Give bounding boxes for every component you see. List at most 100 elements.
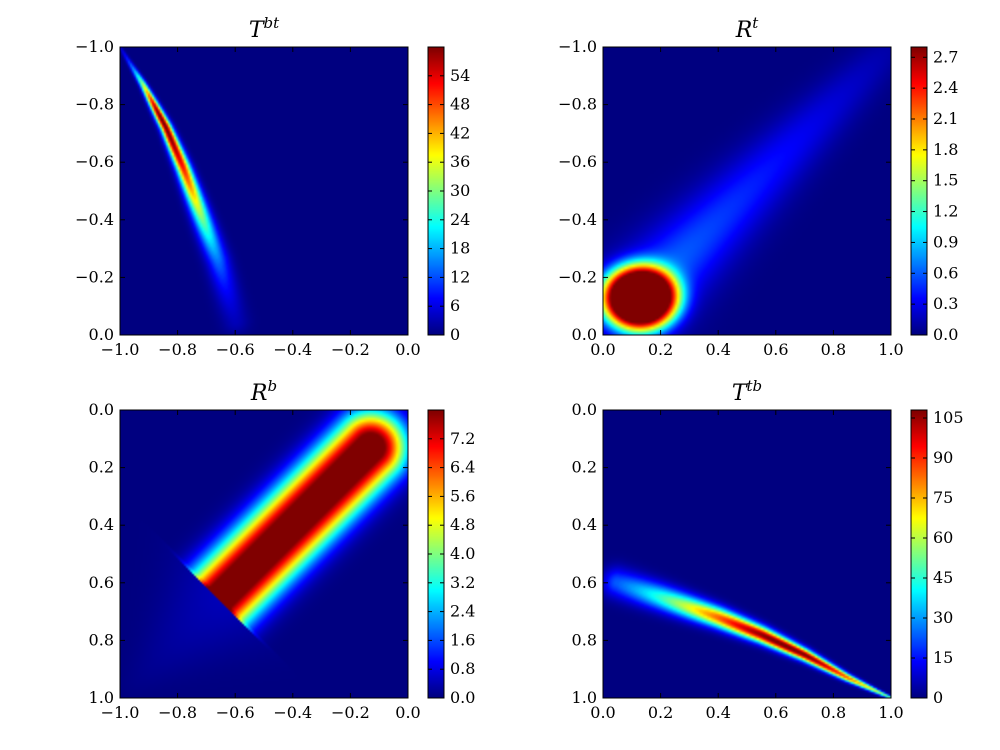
- title-base: T: [732, 381, 749, 406]
- y-tick-label: −0.4: [75, 210, 114, 229]
- colorbar-tick-label: 0.0: [450, 688, 475, 707]
- plot-frame: [602, 409, 892, 699]
- colorbar-tick-label: 0: [450, 325, 460, 344]
- subplot-title: Tbt: [249, 14, 280, 43]
- x-tick-label: 0.0: [590, 703, 615, 722]
- colorbar-tick-label: 0.0: [933, 325, 958, 344]
- colorbar-tick-label: 45: [933, 568, 953, 587]
- colorbar: 0.0 0.3 0.6 0.9 1.2 1.5 1.8 2.1 2.4 2.7: [910, 46, 958, 344]
- colorbar-tick-label: 6.4: [450, 458, 475, 477]
- x-tick-label: 0.8: [821, 703, 846, 722]
- title-superscript: bt: [264, 14, 281, 32]
- y-tick-label: −0.4: [558, 210, 597, 229]
- y-tick-label: 0.6: [572, 573, 597, 592]
- colorbar-tick-label: 5.6: [450, 486, 475, 505]
- x-tick-label: −0.8: [158, 703, 197, 722]
- y-tick-label: −0.6: [75, 152, 114, 171]
- y-tick-label: −0.8: [558, 95, 597, 114]
- title-superscript: b: [267, 377, 277, 395]
- x-tick-label: −0.2: [331, 703, 370, 722]
- x-tick-label: 0.4: [705, 340, 730, 359]
- title-base: R: [250, 381, 268, 406]
- colorbar-tick-label: 0.9: [933, 232, 958, 251]
- y-tick-label: 1.0: [572, 688, 597, 707]
- colorbar-tick-label: 3.2: [450, 573, 475, 592]
- y-tick-label: 0.0: [89, 400, 114, 419]
- colorbar-frame: [910, 409, 928, 699]
- y-tick-label: −0.8: [75, 95, 114, 114]
- y-tick-label: 0.0: [572, 400, 597, 419]
- x-tick-label: 0.2: [648, 703, 673, 722]
- x-tick-label: 0.8: [821, 340, 846, 359]
- y-tick-label: 0.4: [89, 515, 114, 534]
- y-tick-label: 0.6: [89, 573, 114, 592]
- colorbar-tick-label: 30: [450, 181, 470, 200]
- x-tick-label: −0.4: [273, 340, 312, 359]
- colorbar-tick-label: 36: [450, 152, 470, 171]
- x-tick-label: 0.0: [395, 340, 420, 359]
- x-tick-label: −0.8: [158, 340, 197, 359]
- colorbar: 0 6 12 18 24 30 36 42 48 54: [427, 46, 470, 344]
- x-tick-label: −0.6: [216, 340, 255, 359]
- subplot-title: Rb: [250, 377, 277, 406]
- colorbar-tick-label: 60: [933, 528, 953, 547]
- colorbar-tick-label: 24: [450, 210, 470, 229]
- colorbar-gradient: [911, 410, 927, 698]
- subplot-3: Rb −1.0 −0.8 −0.6 −0.4 −0.2 0.0 0.0 0.2 0.4 0.6 0.8…: [89, 377, 476, 722]
- x-tick-label: 1.0: [878, 703, 903, 722]
- colorbar-tick-label: 2.4: [933, 78, 958, 97]
- plot-frame: [119, 46, 409, 336]
- colorbar-tick-label: 105: [933, 408, 964, 427]
- y-tick-label: 0.8: [572, 630, 597, 649]
- y-tick-label: −0.2: [75, 267, 114, 286]
- colorbar-tick-label: 6: [450, 296, 460, 315]
- y-tick-label: 0.2: [572, 458, 597, 477]
- colorbar-tick-label: 90: [933, 448, 953, 467]
- colorbar-tick-label: 48: [450, 95, 470, 114]
- colorbar-tick-label: 1.5: [933, 171, 958, 190]
- colorbar-tick-label: 15: [933, 648, 953, 667]
- colorbar-tick-label: 75: [933, 488, 953, 507]
- subplot-1: Tbt −1.0 −0.8 −0.6 −0.4 −0.2 0.0 −1.0 −0.8 −0.6 −0…: [75, 14, 470, 359]
- colorbar-tick-label: 42: [450, 123, 470, 142]
- y-tick-label: −0.2: [558, 267, 597, 286]
- heatmap-image: [603, 47, 891, 335]
- x-tick-label: −1.0: [101, 340, 140, 359]
- colorbar-tick-label: 30: [933, 608, 953, 627]
- colorbar: 0.0 0.8 1.6 2.4 3.2 4.0 4.8 5.6 6.4 7.2: [427, 409, 475, 707]
- y-tick-label: −1.0: [75, 37, 114, 56]
- y-tick-label: 0.2: [89, 458, 114, 477]
- y-tick-label: 1.0: [89, 688, 114, 707]
- colorbar-tick-label: 0: [933, 688, 943, 707]
- subplot-2: Rt 0.0 0.2 0.4 0.6 0.8 1.0 −1.0 −0.8 −0.6 −0.4 −0.2…: [558, 14, 958, 359]
- y-tick-label: 0.8: [89, 630, 114, 649]
- colorbar-gradient: [428, 47, 444, 335]
- colorbar-gradient: [911, 47, 927, 335]
- title-superscript: t: [752, 14, 759, 32]
- y-tick-label: −0.6: [558, 152, 597, 171]
- colorbar-tick-label: 0.8: [450, 659, 475, 678]
- x-tick-label: −0.2: [331, 340, 370, 359]
- colorbar-tick-label: 54: [450, 66, 470, 85]
- y-tick-label: 0.4: [572, 515, 597, 534]
- colorbar-gradient: [428, 410, 444, 698]
- x-tick-label: 0.6: [763, 340, 788, 359]
- y-tick-label: 0.0: [572, 325, 597, 344]
- subplot-title: Rt: [735, 14, 760, 43]
- colorbar: 0 15 30 45 60 75 90 105: [910, 408, 964, 707]
- title-base: R: [735, 18, 753, 43]
- x-tick-label: 1.0: [878, 340, 903, 359]
- x-tick-label: 0.2: [648, 340, 673, 359]
- colorbar-tick-label: 2.1: [933, 109, 958, 128]
- colorbar-tick-label: 1.6: [450, 630, 475, 649]
- x-tick-label: 0.6: [763, 703, 788, 722]
- colorbar-tick-label: 12: [450, 267, 470, 286]
- colorbar-tick-label: 0.6: [933, 263, 958, 282]
- x-tick-label: 0.4: [705, 703, 730, 722]
- x-tick-label: 0.0: [395, 703, 420, 722]
- colorbar-tick-label: 2.7: [933, 47, 958, 66]
- title-superscript: tb: [747, 377, 763, 395]
- colorbar-tick-label: 2.4: [450, 602, 475, 621]
